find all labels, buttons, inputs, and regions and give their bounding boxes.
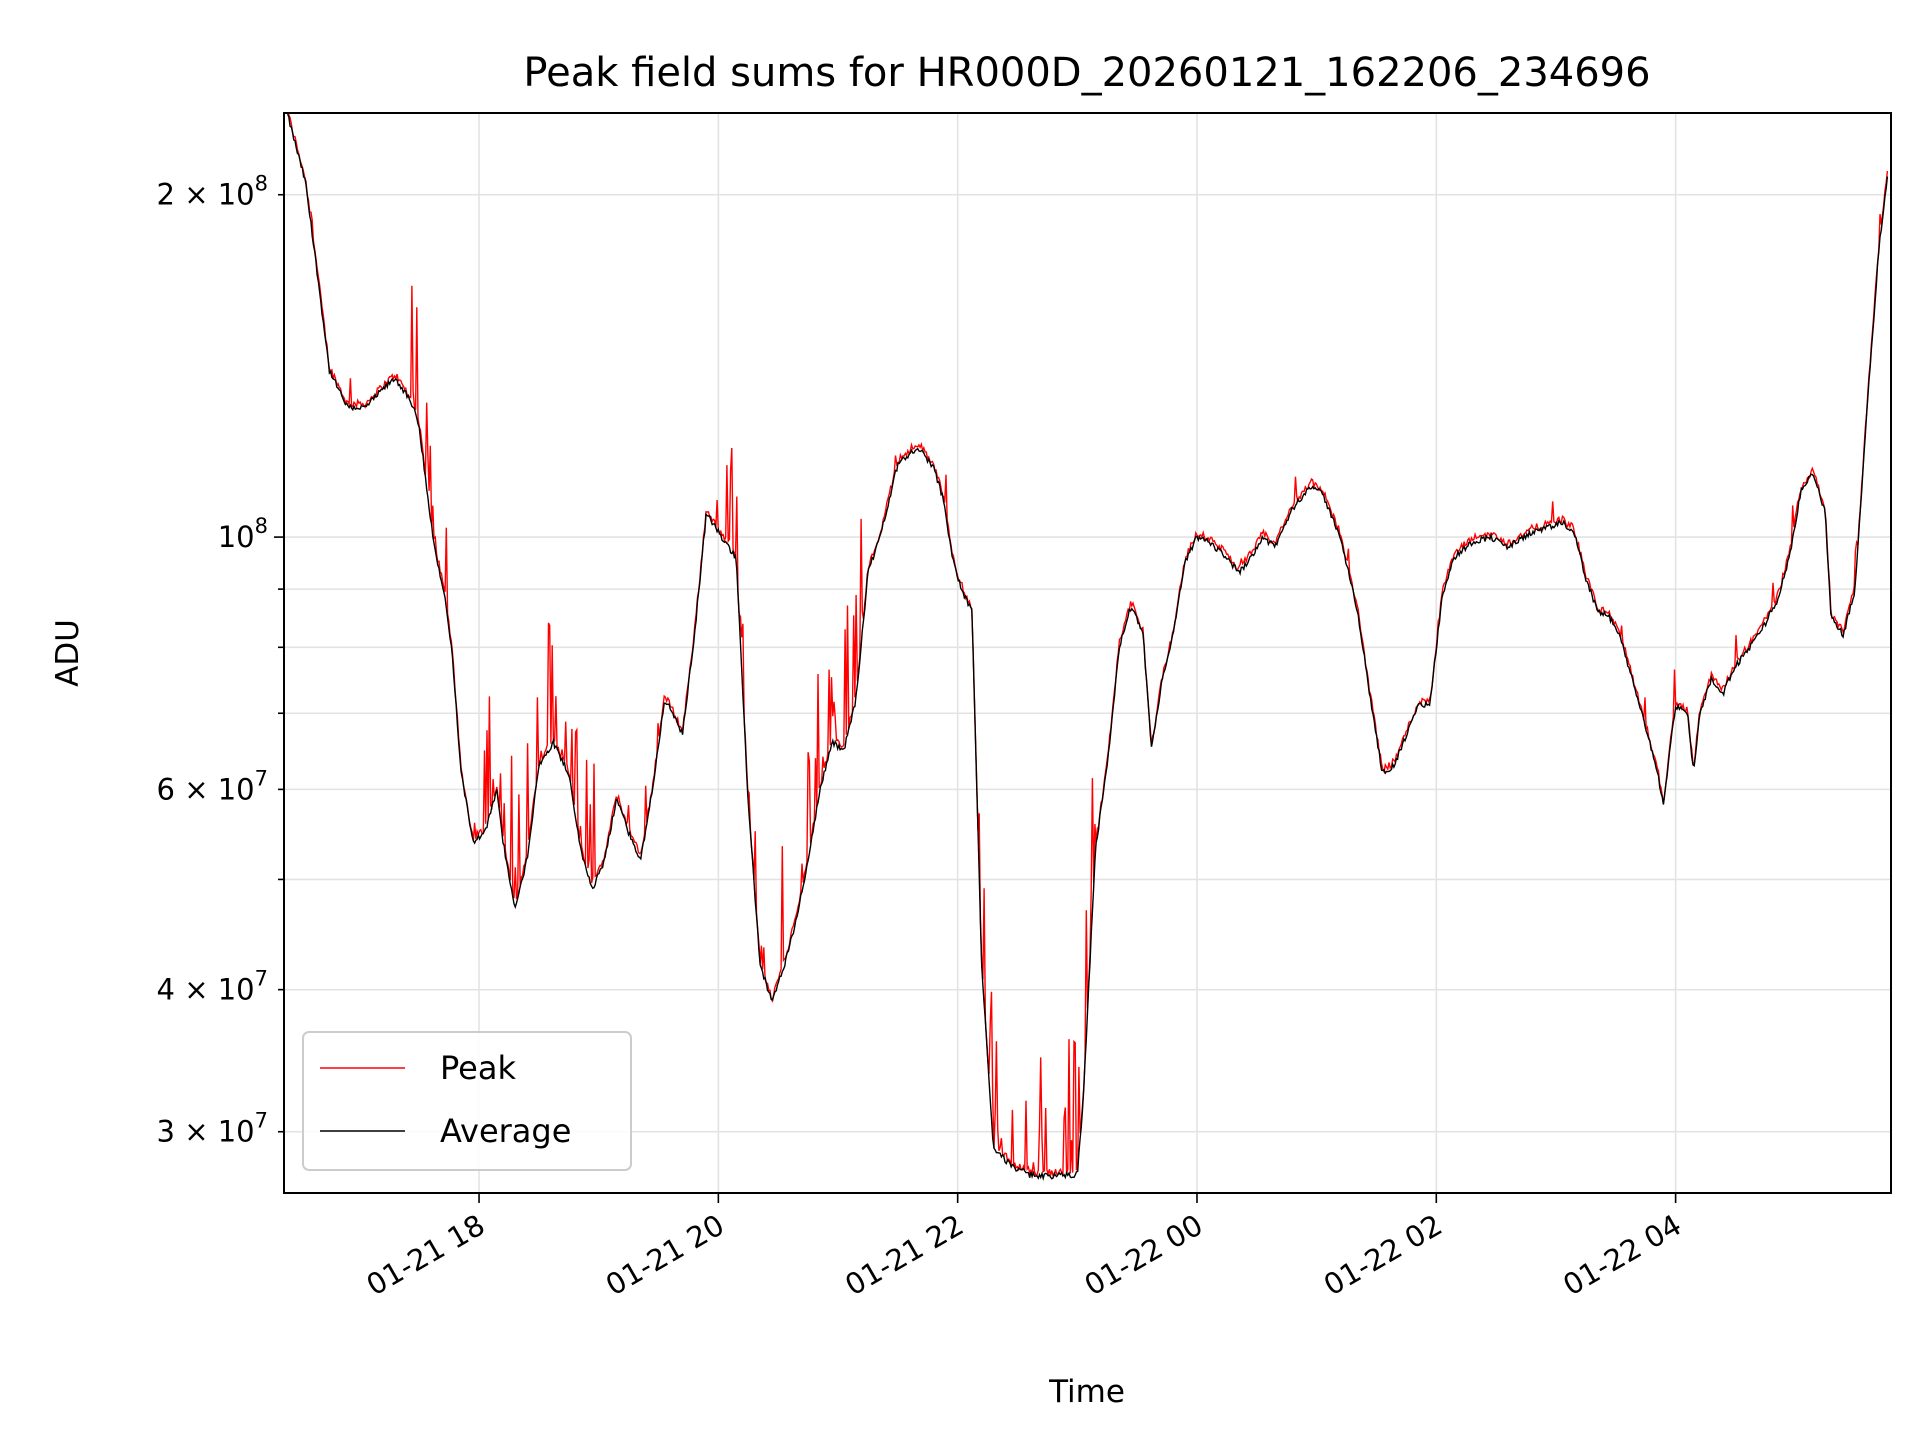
- y-axis-label: ADU: [50, 619, 86, 687]
- y-tick-exponent: 7: [255, 766, 268, 790]
- y-tick-exponent: 7: [255, 967, 268, 991]
- plot-frame: [283, 112, 1892, 1194]
- y-tick-mantissa: 2: [157, 178, 175, 212]
- y-tick-mantissa: 6: [157, 772, 175, 806]
- y-tick-label: 6 × 107: [157, 766, 268, 806]
- legend: Peak Average: [302, 1031, 632, 1171]
- y-tick-times: × 10: [175, 973, 255, 1007]
- y-tick-exponent: 7: [255, 1109, 268, 1133]
- chart-title: Peak field sums for HR000D_20260121_1622…: [523, 50, 1650, 96]
- y-tick-label: 2 × 108: [157, 172, 268, 212]
- y-tick-mantissa: 3: [157, 1115, 175, 1149]
- y-tick-label: 108: [218, 514, 268, 554]
- x-axis-label: Time: [1048, 1374, 1125, 1410]
- legend-average-label: Average: [440, 1112, 571, 1150]
- legend-peak-label: Peak: [440, 1049, 516, 1087]
- y-tick-label: 4 × 107: [157, 967, 268, 1007]
- y-tick-times: × 10: [175, 178, 255, 212]
- y-tick-times: × 10: [175, 1115, 255, 1149]
- y-tick-base: 10: [218, 520, 255, 554]
- y-tick-times: × 10: [175, 772, 255, 806]
- series-average-line: [286, 113, 1889, 1182]
- y-tick-mantissa: 4: [157, 973, 175, 1007]
- y-tick-exponent: 8: [255, 514, 268, 538]
- y-tick-exponent: 8: [255, 172, 268, 196]
- y-tick-label: 3 × 107: [157, 1109, 268, 1149]
- legend-box: [302, 1031, 632, 1171]
- series-layer: [286, 112, 1889, 1182]
